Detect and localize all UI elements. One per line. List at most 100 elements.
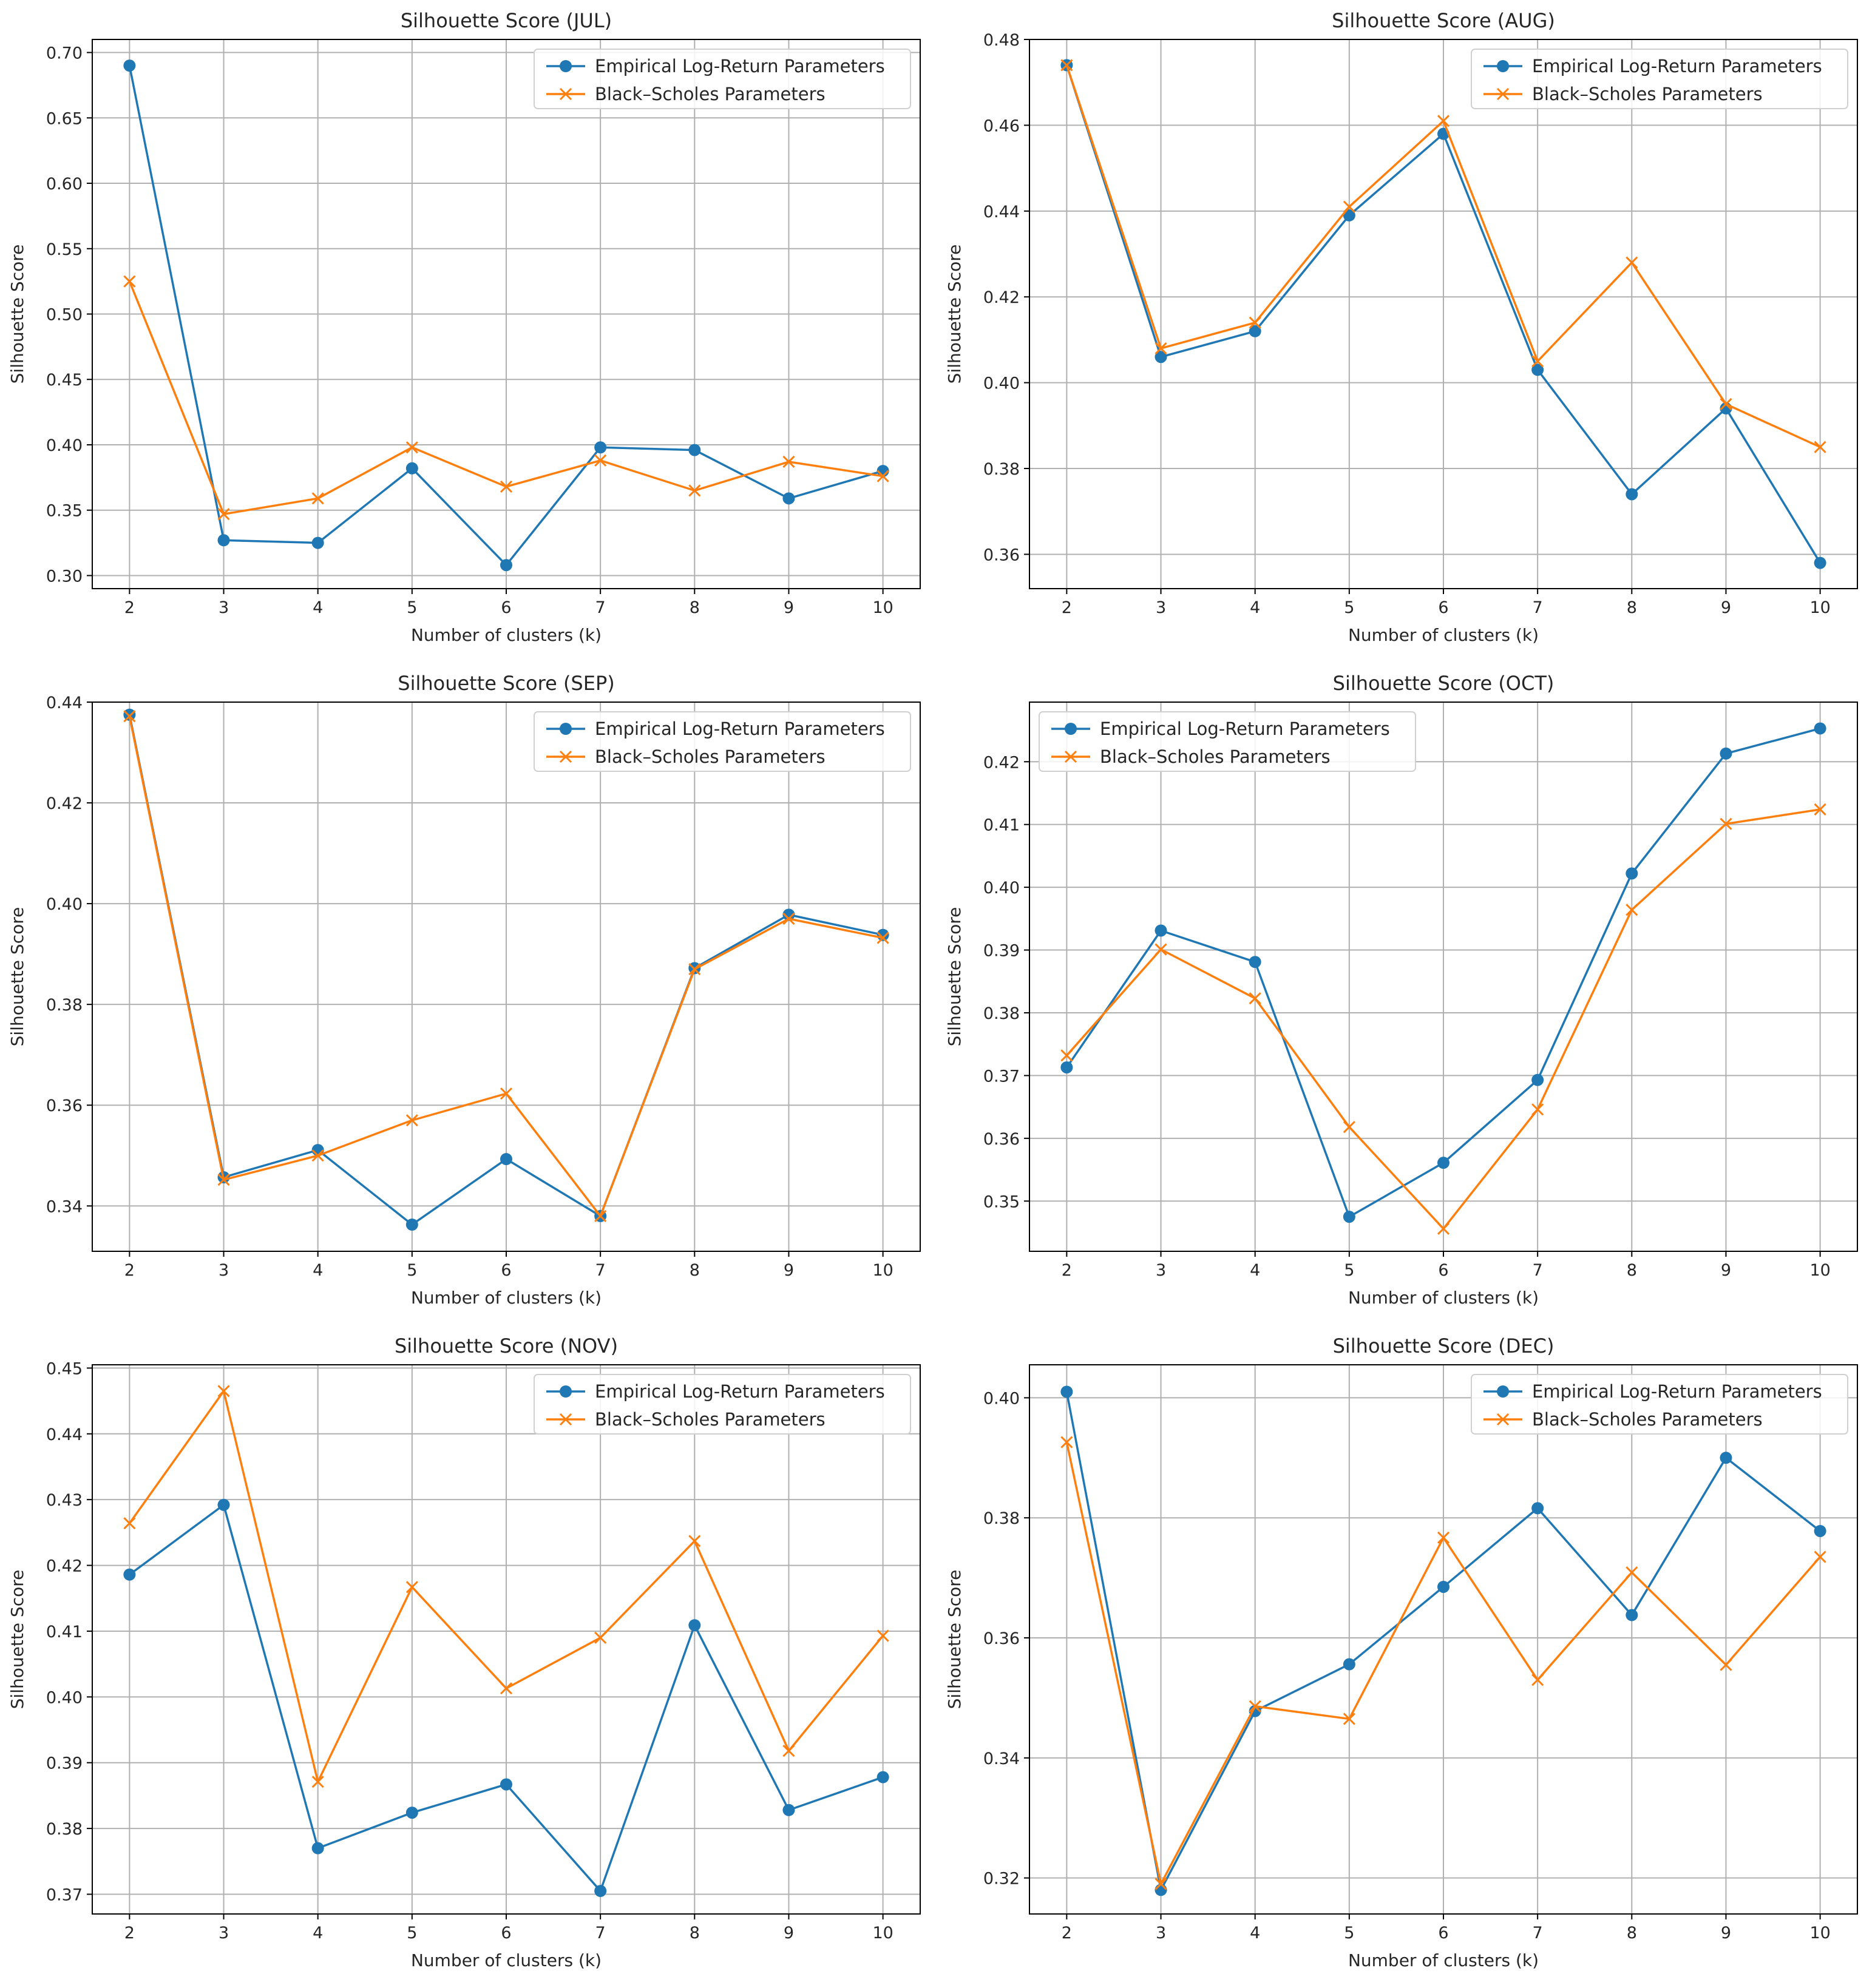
data-point: [1814, 556, 1826, 569]
y-tick-label: 0.38: [983, 460, 1020, 479]
data-point: [688, 962, 701, 976]
data-point: [500, 1682, 513, 1695]
data-point: [1060, 1061, 1073, 1073]
x-tick-label: 10: [872, 1261, 893, 1280]
data-point: [217, 534, 230, 547]
legend: Empirical Log-Return Parameters Black–Sch…: [1471, 49, 1848, 109]
x-tick-label: 3: [1156, 1924, 1166, 1942]
x-tick-label: 2: [124, 598, 135, 617]
legend-marker: [1497, 1385, 1509, 1398]
x-tick-label: 3: [219, 1924, 229, 1942]
data-point: [1531, 1502, 1544, 1515]
x-tick-label: 6: [1438, 1924, 1448, 1942]
data-point: [405, 441, 418, 454]
y-tick-label: 0.38: [983, 1004, 1020, 1023]
legend-label: Black–Scholes Parameters: [1532, 1409, 1763, 1430]
data-point: [1814, 1524, 1826, 1537]
data-point: [311, 492, 324, 505]
x-tick-label: 2: [1062, 1924, 1072, 1942]
x-tick-label: 2: [124, 1261, 135, 1280]
x-tick-label: 6: [1438, 598, 1448, 617]
legend-label: Empirical Log-Return Parameters: [595, 1381, 885, 1402]
data-point: [1531, 1103, 1544, 1116]
x-tick-label: 8: [690, 598, 700, 617]
chart-panel-sep: Silhouette Score (SEP) 2 3 4 5 6 7 8 9 10 0.34 0.36…: [7, 672, 921, 1308]
x-tick-label: 5: [407, 1261, 417, 1280]
series-black-scholes: [123, 275, 889, 521]
data-point: [123, 1517, 136, 1530]
x-tick-label: 9: [1721, 1924, 1731, 1942]
legend-box: [1471, 1374, 1848, 1435]
data-point: [782, 1745, 795, 1757]
y-tick-label: 0.36: [983, 546, 1020, 564]
legend-label: Black–Scholes Parameters: [595, 1409, 826, 1430]
data-point: [688, 484, 701, 497]
x-tick-label: 10: [1809, 1924, 1830, 1942]
data-point: [1720, 747, 1732, 760]
y-tick-label: 0.30: [46, 567, 83, 586]
data-point: [123, 1568, 136, 1581]
y-tick-label: 0.40: [46, 436, 83, 455]
y-tick-label: 0.55: [46, 240, 83, 259]
x-tick-label: 5: [1344, 598, 1354, 617]
legend-marker: [1496, 1413, 1510, 1426]
data-point: [1814, 1550, 1826, 1563]
y-tick-label: 0.38: [46, 1820, 83, 1839]
data-point: [688, 1535, 701, 1547]
x-tick-label: 9: [784, 598, 794, 617]
grid: [1029, 1365, 1857, 1914]
x-tick-label: 10: [1809, 1261, 1830, 1280]
y-tick-label: 0.70: [46, 44, 83, 63]
data-point: [1437, 1580, 1449, 1593]
data-point: [1626, 867, 1638, 880]
data-point: [782, 455, 795, 468]
x-tick-label: 8: [1627, 598, 1637, 617]
x-tick-label: 6: [501, 598, 511, 617]
x-axis-label: Number of clusters (k): [1348, 1288, 1539, 1308]
legend-box: [534, 1374, 911, 1435]
data-point: [217, 508, 230, 521]
x-tick-label: 4: [1250, 1924, 1260, 1942]
y-axis-label: Silhouette Score: [7, 907, 27, 1047]
data-point: [1154, 943, 1167, 956]
data-point: [688, 1619, 701, 1632]
chart-panel-aug: Silhouette Score (AUG) 2 3 4 5 6 7 8 9 10 0.36 0.38…: [944, 9, 1858, 645]
legend: Empirical Log-Return Parameters Black–Sch…: [1039, 711, 1416, 772]
data-point: [405, 462, 418, 475]
data-point: [1720, 1452, 1732, 1464]
chart-title: Silhouette Score (SEP): [398, 672, 614, 695]
data-point: [876, 1771, 889, 1783]
data-point: [500, 480, 513, 493]
data-point: [123, 710, 136, 723]
data-point: [1814, 803, 1826, 816]
data-point: [1720, 1658, 1732, 1671]
y-tick-label: 0.44: [46, 1425, 83, 1444]
legend-marker: [1496, 87, 1510, 101]
x-axis-label: Number of clusters (k): [1348, 1950, 1539, 1970]
x-tick-label: 7: [1533, 598, 1543, 617]
data-point: [500, 1153, 512, 1166]
legend-marker: [559, 750, 572, 763]
data-point: [1060, 59, 1073, 72]
data-point: [123, 59, 136, 72]
data-point: [217, 1385, 230, 1398]
chart-panel-dec: Silhouette Score (DEC) 2 3 4 5 6 7 8 9 10 0.32 0.34…: [944, 1334, 1858, 1970]
x-tick-label: 9: [1721, 1261, 1731, 1280]
y-tick-label: 0.32: [983, 1870, 1020, 1888]
x-tick-label: 2: [1062, 1261, 1072, 1280]
x-tick-label: 10: [872, 1924, 893, 1942]
data-point: [1531, 355, 1544, 368]
series-black-scholes: [1060, 803, 1826, 1235]
x-tick-label: 5: [407, 1924, 417, 1942]
x-tick-label: 3: [219, 1261, 229, 1280]
x-tick-label: 2: [124, 1924, 135, 1942]
chart-title: Silhouette Score (JUL): [401, 9, 612, 32]
chart-panel-oct: Silhouette Score (OCT) 2 3 4 5 6 7 8 9 10 0.35 0.36…: [944, 672, 1858, 1308]
legend: Empirical Log-Return Parameters Black–Sch…: [534, 711, 911, 772]
x-tick-label: 7: [595, 1261, 606, 1280]
y-tick-label: 0.37: [983, 1067, 1020, 1086]
data-point: [1531, 1073, 1544, 1086]
x-axis-label: Number of clusters (k): [411, 1288, 602, 1308]
data-point: [1343, 1211, 1355, 1223]
legend-marker: [1064, 750, 1077, 763]
